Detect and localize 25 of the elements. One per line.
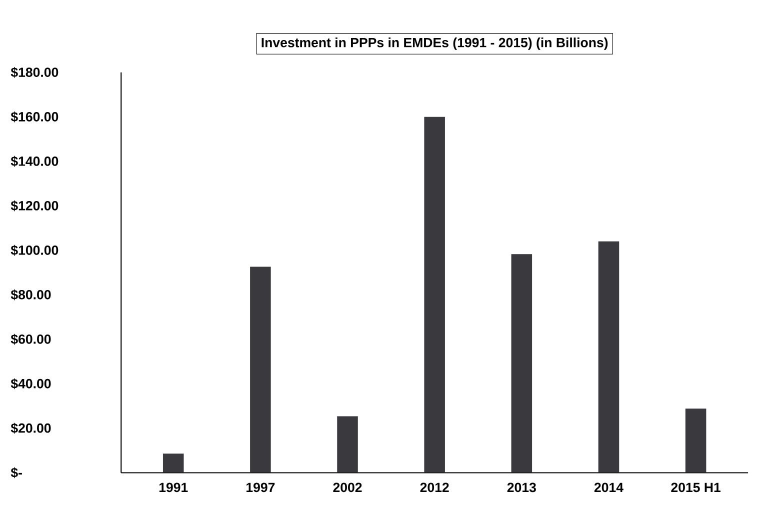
bar (511, 254, 532, 473)
bar (162, 454, 184, 473)
y-tick-label: $20.00 (10, 422, 51, 434)
bar (424, 116, 445, 473)
bar (685, 408, 706, 473)
y-tick-label: $180.00 (10, 66, 58, 78)
y-tick-label: $100.00 (10, 244, 58, 256)
y-tick-label: $40.00 (10, 378, 51, 390)
y-tick-label: $80.00 (10, 289, 51, 300)
y-tick-label: $60.00 (10, 334, 51, 345)
bar (337, 416, 358, 473)
bar (250, 266, 271, 473)
y-tick-label: $120.00 (10, 200, 58, 212)
x-tick-label: 2012 (420, 482, 449, 492)
x-tick-label: 2002 (333, 482, 362, 492)
y-tick-label: $- (10, 467, 22, 478)
x-tick-label: 1997 (246, 482, 275, 492)
chart-title: Investment in PPPs in EMDEs (1991 - 2015) (in Billions) (262, 37, 608, 50)
x-tick-label: 2014 (594, 482, 624, 492)
x-tick-label: 2015 H1 (671, 482, 721, 492)
x-tick-label: 2013 (507, 482, 536, 492)
x-tick-label: 1991 (159, 482, 188, 492)
y-tick-label: $140.00 (10, 156, 58, 167)
bar (598, 241, 620, 473)
y-tick-label: $160.00 (10, 111, 58, 122)
